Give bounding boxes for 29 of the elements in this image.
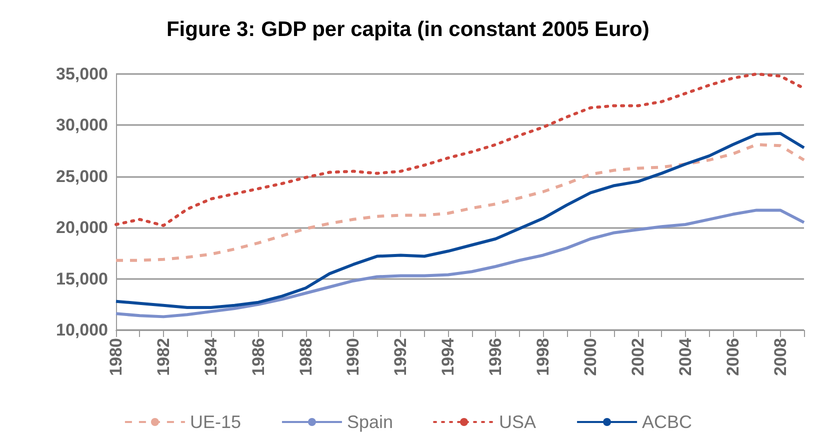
legend-label: USA: [499, 412, 536, 432]
y-tick-label: 15,000: [56, 269, 108, 288]
y-tick-label: 20,000: [56, 218, 108, 238]
chart-title: Figure 3: GDP per capita (in constant 2005 Euro): [166, 18, 650, 41]
legend-label: ACBC: [642, 412, 692, 432]
x-tick-label: 2000: [580, 338, 600, 376]
x-tick-label: 1980: [106, 338, 126, 376]
x-tick-label: 1984: [201, 337, 220, 376]
x-tick-label: 1990: [344, 338, 363, 376]
y-tick-label: 10,000: [56, 320, 108, 340]
x-tick-label: 2004: [676, 337, 695, 376]
x-tick-label: 1992: [391, 338, 410, 376]
x-tick-label: 1986: [248, 338, 268, 376]
line-series: [114, 143, 806, 262]
x-tick-label: 1982: [154, 338, 173, 376]
x-tick-label: 1998: [534, 338, 553, 376]
x-tick-label: 2008: [770, 338, 790, 376]
x-tick-label: 2002: [628, 338, 648, 376]
legend-label: UE-15: [190, 412, 241, 432]
x-tick-label: 1994: [438, 337, 458, 376]
x-tick-label: 1996: [486, 338, 506, 376]
line-series: [114, 132, 806, 309]
x-tick-label: 1988: [296, 338, 316, 376]
y-tick-label: 25,000: [56, 166, 108, 186]
y-tick-label: 35,000: [56, 64, 108, 84]
x-tick-label: 2006: [723, 338, 742, 376]
y-tick-label: 30,000: [56, 116, 108, 135]
legend-label: Spain: [346, 412, 394, 432]
line-series: [114, 208, 806, 318]
